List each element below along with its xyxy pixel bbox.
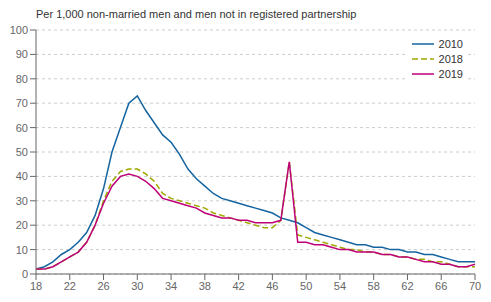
svg-text:62: 62 (401, 280, 413, 292)
svg-text:100: 100 (10, 24, 28, 36)
svg-text:26: 26 (97, 280, 109, 292)
svg-text:30: 30 (131, 280, 143, 292)
html-text:2010: 2010 (438, 37, 463, 50)
svg-text:18: 18 (30, 280, 42, 292)
html-text:2019: 2019 (438, 67, 463, 80)
svg-text:80: 80 (16, 73, 28, 85)
svg-text:58: 58 (368, 280, 380, 292)
svg-text:90: 90 (16, 48, 28, 60)
svg-text:54: 54 (334, 280, 346, 292)
svg-text:66: 66 (435, 280, 447, 292)
svg-text:20: 20 (16, 219, 28, 231)
svg-text:30: 30 (16, 195, 28, 207)
svg-text:38: 38 (199, 280, 211, 292)
svg-text:46: 46 (266, 280, 278, 292)
svg-text:22: 22 (64, 280, 76, 292)
svg-text:40: 40 (16, 170, 28, 182)
svg-text:0: 0 (22, 268, 28, 280)
svg-text:50: 50 (300, 280, 312, 292)
svg-text:10: 10 (16, 244, 28, 256)
svg-text:50: 50 (16, 146, 28, 158)
svg-text:70: 70 (469, 280, 481, 292)
svg-text:34: 34 (165, 280, 177, 292)
svg-text:70: 70 (16, 97, 28, 109)
svg-text:60: 60 (16, 122, 28, 134)
html-text:2018: 2018 (438, 52, 463, 65)
html-text:Per 1,000 non-married men and: Per 1,000 non-married men and men not in… (36, 8, 357, 20)
svg-text:42: 42 (232, 280, 244, 292)
